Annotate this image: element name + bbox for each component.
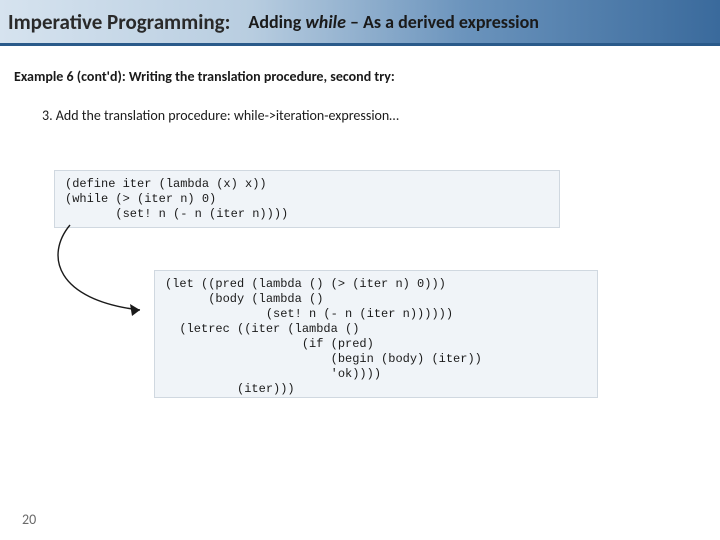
example-subtitle: Example 6 (cont'd): Writing the translat… [14, 68, 720, 85]
code-block-translated: (let ((pred (lambda () (> (iter n) 0))) … [154, 270, 598, 398]
bullet-point: 3. Add the translation procedure: while-… [42, 107, 720, 124]
header-right-em: while [305, 11, 346, 33]
page-number: 20 [22, 511, 36, 528]
header-right-suffix: – As a derived expression [346, 11, 539, 33]
header-right-prefix: Adding [248, 11, 305, 33]
code-block-source: (define iter (lambda (x) x)) (while (> (… [54, 170, 560, 228]
header-right: Adding while – As a derived expression [248, 11, 539, 33]
slide-header: Imperative Programming: Adding while – A… [0, 0, 720, 46]
header-left: Imperative Programming: [8, 9, 230, 35]
translation-arrow [40, 220, 170, 330]
